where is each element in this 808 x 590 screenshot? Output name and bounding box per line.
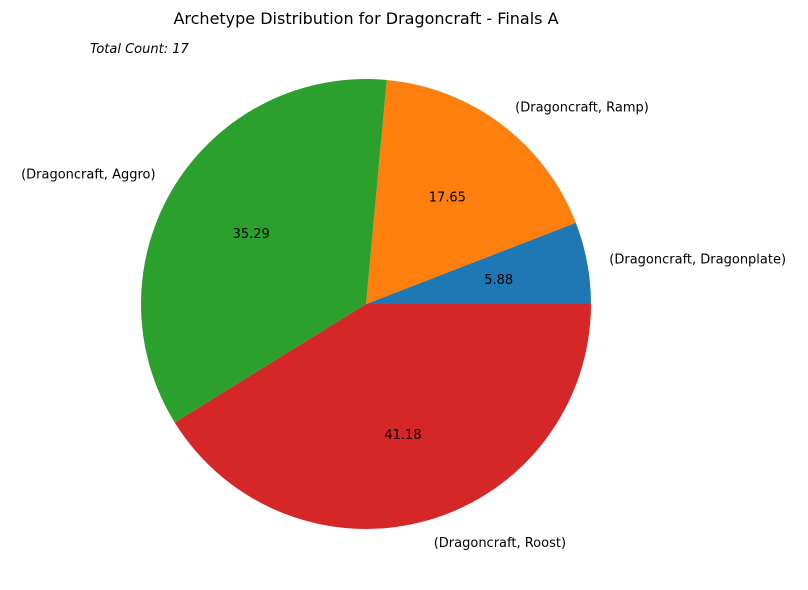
slice-percent-label: 5.88 [484,273,513,288]
slice-category-label: (Dragoncraft, Ramp) [515,100,649,115]
chart-title: Archetype Distribution for Dragoncraft -… [173,9,558,28]
pie-slice-1 [366,222,591,304]
pie-slices [141,79,591,530]
total-count-annotation: Total Count: 17 [90,42,189,57]
pie-slice-3 [141,79,387,423]
slice-percent-label: 41.18 [384,428,421,443]
pie-labels: 5.88 (Dragoncraft, Dragonplate) 17.65 (Drag… [21,100,786,551]
slice-category-label: (Dragoncraft, Aggro) [21,168,156,183]
slice-percent-label: 17.65 [429,190,466,205]
slice-category-label: (Dragoncraft, Roost) [434,536,566,551]
slice-category-label: (Dragoncraft, Dragonplate) [609,253,786,268]
pie-slice-2 [366,79,576,304]
pie-slice-4 [174,304,591,530]
slice-percent-label: 35.29 [233,227,270,242]
